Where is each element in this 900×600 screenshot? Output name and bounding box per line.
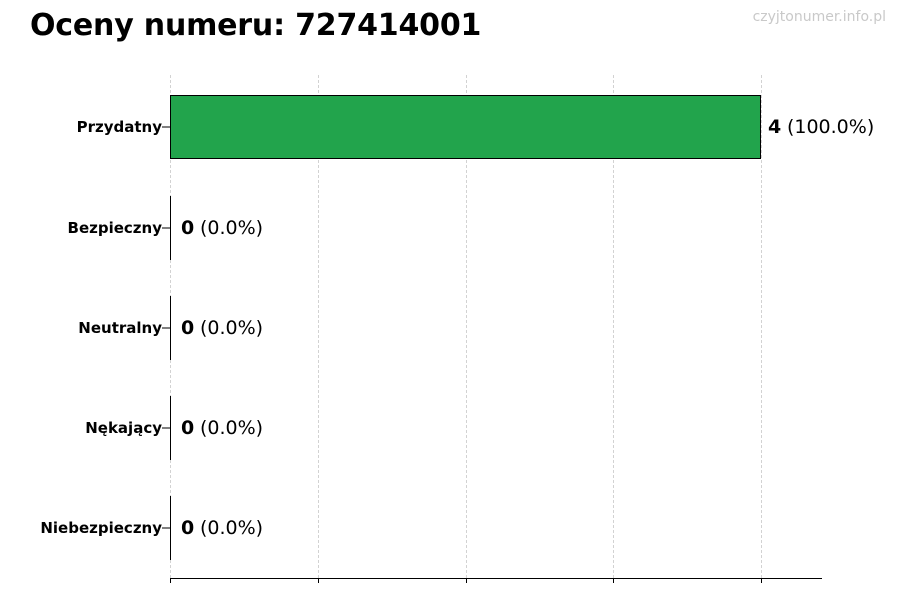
value-label-przydatny: 4 (100.0%) <box>768 116 874 138</box>
x-tick-2 <box>466 578 467 583</box>
value-count: 4 <box>768 116 782 138</box>
gridline-4 <box>761 75 762 578</box>
x-tick-1 <box>318 578 319 583</box>
bar-bezpieczny[interactable] <box>170 196 171 260</box>
value-label-neutralny: 0 (0.0%) <box>181 317 263 339</box>
category-label-nekajacy: Nękający <box>85 419 162 437</box>
value-count: 0 <box>181 317 195 339</box>
y-tick-0 <box>162 126 170 128</box>
value-label-nekajacy: 0 (0.0%) <box>181 417 263 439</box>
value-label-bezpieczny: 0 (0.0%) <box>181 217 263 239</box>
value-percent: (0.0%) <box>199 517 264 539</box>
y-tick-3 <box>162 427 170 429</box>
gridline-2 <box>466 75 467 578</box>
value-percent: (0.0%) <box>199 217 264 239</box>
y-tick-4 <box>162 527 170 529</box>
bar-niebezpieczny[interactable] <box>170 496 171 560</box>
y-tick-1 <box>162 227 170 229</box>
page-title: Oceny numeru: 727414001 <box>30 8 482 43</box>
bar-nekajacy[interactable] <box>170 396 171 460</box>
category-label-przydatny: Przydatny <box>76 118 162 136</box>
category-label-niebezpieczny: Niebezpieczny <box>40 519 162 537</box>
site-watermark: czyjtonumer.info.pl <box>752 9 886 25</box>
value-count: 0 <box>181 517 195 539</box>
value-label-niebezpieczny: 0 (0.0%) <box>181 517 263 539</box>
value-percent: (0.0%) <box>199 317 264 339</box>
value-percent: (100.0%) <box>786 116 875 138</box>
value-percent: (0.0%) <box>199 417 264 439</box>
category-label-neutralny: Neutralny <box>78 319 162 337</box>
x-tick-3 <box>613 578 614 583</box>
gridline-1 <box>318 75 319 578</box>
value-count: 0 <box>181 417 195 439</box>
value-count: 0 <box>181 217 195 239</box>
x-tick-0 <box>170 578 171 583</box>
gridline-3 <box>613 75 614 578</box>
y-tick-2 <box>162 327 170 329</box>
x-tick-4 <box>761 578 762 583</box>
bar-przydatny[interactable] <box>170 95 761 159</box>
bar-neutralny[interactable] <box>170 296 171 360</box>
category-label-bezpieczny: Bezpieczny <box>67 219 162 237</box>
x-axis-spine <box>170 578 822 579</box>
